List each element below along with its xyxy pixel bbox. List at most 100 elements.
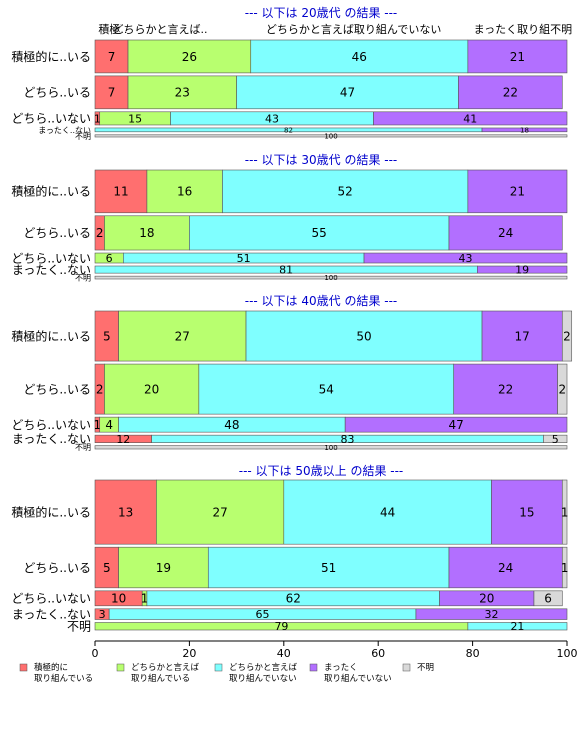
legend-swatch xyxy=(402,663,411,672)
bar-segment xyxy=(415,608,568,620)
data-label: 48 xyxy=(224,418,239,432)
bar-segment xyxy=(373,111,568,126)
data-label: 7 xyxy=(108,86,116,100)
data-label: 16 xyxy=(177,185,192,199)
header-label: どちらかと言えば.. xyxy=(113,23,208,36)
bar-segment xyxy=(363,252,568,264)
data-label: 6 xyxy=(544,592,552,606)
row-label: まったく..ない xyxy=(12,432,91,446)
bar-segment xyxy=(94,75,129,110)
legend-swatch xyxy=(214,663,223,672)
panel-title: --- 以下は 30歳代 の結果 --- xyxy=(245,153,398,167)
bar-segment xyxy=(467,39,568,74)
row-label: どちら..いる xyxy=(23,86,91,100)
row-label: どちら..いる xyxy=(23,226,91,240)
data-label: 19 xyxy=(156,561,171,575)
bar-segment xyxy=(94,134,568,138)
bar-segment xyxy=(104,215,190,251)
bar-segment xyxy=(283,479,492,545)
data-label: 2 xyxy=(96,226,104,240)
row-label: どちら..いない xyxy=(11,251,91,265)
data-label: 54 xyxy=(319,382,334,396)
row-label: 不明 xyxy=(75,443,91,452)
bar-segment xyxy=(561,310,573,362)
data-label: 26 xyxy=(182,50,197,64)
bar-segment xyxy=(127,75,237,110)
legend-label: 取り組んでいる xyxy=(131,673,190,684)
data-label: 81 xyxy=(279,264,293,277)
data-label: 2 xyxy=(96,382,104,396)
bar-segment xyxy=(94,445,568,450)
data-label: 18 xyxy=(139,226,154,240)
data-label: 47 xyxy=(340,86,355,100)
legend-swatch xyxy=(116,663,125,672)
data-label: 83 xyxy=(341,433,355,446)
data-label: 17 xyxy=(515,329,530,343)
row-label: どちら..いない xyxy=(11,418,91,432)
data-label: 1 xyxy=(561,561,569,575)
bar-segment xyxy=(189,215,450,251)
row-label: 積極的に..いる xyxy=(11,328,91,343)
x-tick-label: 20 xyxy=(182,647,196,660)
legend-label: 不明 xyxy=(417,663,434,673)
bar-segment xyxy=(344,416,568,433)
data-label: 15 xyxy=(128,112,142,125)
bar-segment xyxy=(118,310,247,362)
bar-segment xyxy=(198,363,455,415)
data-label: 22 xyxy=(498,382,513,396)
bar-segment xyxy=(458,75,563,110)
legend-label: 取り組んでいない xyxy=(324,673,392,684)
data-label: 100 xyxy=(324,444,337,452)
row-label: 積極的に..いる xyxy=(11,184,91,199)
bar-segment xyxy=(481,127,568,133)
data-label: 18 xyxy=(520,126,529,134)
header-label: まったく取り組不明 xyxy=(474,23,573,36)
data-label: 21 xyxy=(510,620,524,633)
bar-segment xyxy=(448,215,563,251)
data-label: 11 xyxy=(113,185,128,199)
legend-label: 取り組んでいない xyxy=(229,673,297,684)
row-label: どちら..いない xyxy=(11,592,91,606)
data-label: 4 xyxy=(105,418,113,432)
data-label: 13 xyxy=(118,505,133,519)
x-tick-label: 80 xyxy=(466,647,480,660)
data-label: 12 xyxy=(116,433,130,446)
row-label: まったく..ない xyxy=(12,263,91,277)
data-label: 23 xyxy=(175,86,190,100)
data-label: 1 xyxy=(561,505,569,519)
data-label: 43 xyxy=(265,112,279,125)
bar-segment xyxy=(467,169,568,214)
bar-segment xyxy=(481,310,563,362)
bar-segment xyxy=(533,590,563,607)
data-label: 3 xyxy=(99,608,106,621)
data-label: 20 xyxy=(144,382,159,396)
data-label: 50 xyxy=(356,329,371,343)
data-label: 1 xyxy=(141,592,149,606)
bar-segment xyxy=(245,310,483,362)
panel-title: --- 以下は 20歳代 の結果 --- xyxy=(245,6,398,20)
bar-segment xyxy=(561,479,568,545)
data-label: 22 xyxy=(503,86,518,100)
data-label: 32 xyxy=(484,608,498,621)
data-label: 24 xyxy=(498,561,513,575)
row-label: 不明 xyxy=(75,273,91,282)
row-label: どちら..いる xyxy=(23,382,91,396)
bar-segment xyxy=(561,546,568,589)
data-label: 1 xyxy=(94,418,102,432)
data-label: 79 xyxy=(274,620,288,633)
bar-segment xyxy=(453,363,558,415)
data-label: 2 xyxy=(558,382,566,396)
x-tick-label: 100 xyxy=(557,647,578,660)
bar-segment xyxy=(146,169,223,214)
bar-segment xyxy=(127,39,252,74)
data-label: 100 xyxy=(324,132,337,140)
data-label: 65 xyxy=(256,608,270,621)
data-label: 43 xyxy=(459,252,473,265)
bar-segment xyxy=(118,546,209,589)
bar-segment xyxy=(236,75,459,110)
row-label: 積極的に..いる xyxy=(11,49,91,64)
legend-swatch xyxy=(19,663,28,672)
data-label: 20 xyxy=(479,592,494,606)
data-label: 1 xyxy=(94,112,101,125)
